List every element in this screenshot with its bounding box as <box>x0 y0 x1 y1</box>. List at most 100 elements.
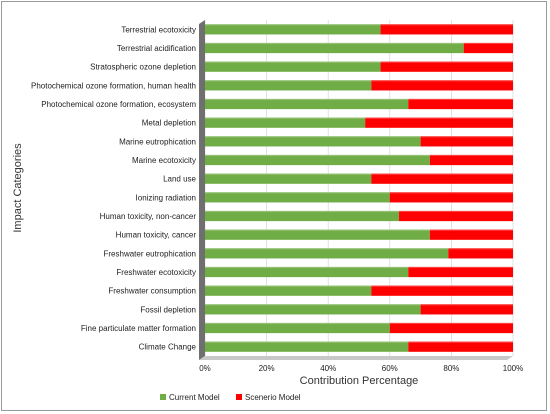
bar-current-model <box>205 192 390 203</box>
plot-background <box>205 20 513 356</box>
bar-highlight <box>205 61 381 63</box>
bar-highlight <box>205 42 464 45</box>
legend-swatch <box>236 394 242 400</box>
bar-highlight <box>389 322 513 325</box>
bar-scenerio-model <box>371 285 513 296</box>
bar-current-model <box>205 80 372 91</box>
bar-current-model <box>205 98 409 110</box>
bar-highlight <box>205 248 449 250</box>
bar-highlight <box>205 341 409 343</box>
bar-highlight <box>380 61 513 63</box>
x-tick-label: 20% <box>259 364 275 373</box>
bar-highlight <box>463 42 513 45</box>
bar-highlight <box>408 98 513 101</box>
bar-highlight <box>205 154 430 157</box>
category-label: Photochemical ozone formation, human hea… <box>31 81 196 90</box>
bar-highlight <box>205 80 372 82</box>
bar-scenerio-model <box>463 42 513 54</box>
axis-floor <box>199 356 513 360</box>
bar-highlight <box>371 80 513 82</box>
bar-highlight <box>205 117 366 119</box>
category-label: Fine particulate matter formation <box>81 324 196 333</box>
bar-scenerio-model <box>371 80 513 91</box>
bar-highlight <box>205 98 409 101</box>
category-label: Stratospheric ozone depletion <box>90 63 196 72</box>
category-label: Climate Change <box>139 343 197 352</box>
bar-current-model <box>205 229 430 240</box>
bar-current-model <box>205 285 372 296</box>
bar-current-model <box>205 341 409 352</box>
bar-highlight <box>399 210 513 213</box>
bar-current-model <box>205 210 400 222</box>
category-label: Marine ecotoxicity <box>132 156 196 165</box>
x-tick-label: 60% <box>382 364 398 373</box>
legend: Current Model Scenerio Model <box>160 393 301 402</box>
bar-scenerio-model <box>408 266 513 278</box>
bar-current-model <box>205 173 372 184</box>
category-label: Human toxicity, cancer <box>116 231 197 240</box>
bar-highlight <box>371 173 513 175</box>
category-label: Marine eutrophication <box>119 137 196 146</box>
bar-highlight <box>205 210 400 213</box>
y-axis-title: Impact Categories <box>12 143 24 233</box>
category-label: Fossil depletion <box>140 305 196 314</box>
bar-highlight <box>380 24 513 26</box>
category-label: Freshwater consumption <box>108 287 196 296</box>
category-label: Human toxicity, non-cancer <box>100 212 197 221</box>
bar-scenerio-model <box>380 24 513 35</box>
bar-current-model <box>205 42 464 54</box>
bar-highlight <box>408 266 513 269</box>
bar-current-model <box>205 304 421 315</box>
category-label: Freshwater ecotoxicity <box>116 268 196 277</box>
bar-scenerio-model <box>429 229 513 240</box>
bar-scenerio-model <box>365 117 513 128</box>
category-label: Terrestrial ecotoxicity <box>121 25 196 34</box>
bar-scenerio-model <box>420 304 513 315</box>
bar-current-model <box>205 61 381 72</box>
x-tick-label: 80% <box>443 364 459 373</box>
bar-current-model <box>205 24 381 35</box>
bar-highlight <box>420 136 513 138</box>
gridlines <box>204 20 514 356</box>
bar-highlight <box>205 192 390 194</box>
axis-wall <box>199 20 513 360</box>
bar-highlight <box>429 154 513 157</box>
bar-current-model <box>205 248 449 259</box>
category-label: Photochemical ozone formation, ecosystem <box>41 100 196 109</box>
bar-scenerio-model <box>429 154 513 166</box>
bar-highlight <box>205 285 372 287</box>
category-label: Metal depletion <box>142 119 196 128</box>
category-label: Land use <box>163 175 196 184</box>
bar-current-model <box>205 322 390 334</box>
bar-scenerio-model <box>408 98 513 110</box>
bar-highlight <box>205 136 421 138</box>
bar-highlight <box>205 266 409 269</box>
plot-area <box>205 20 513 356</box>
category-label: Freshwater eutrophication <box>104 249 197 258</box>
bar-highlight <box>365 117 513 119</box>
bar-scenerio-model <box>448 248 513 259</box>
bar-current-model <box>205 266 409 278</box>
bar-current-model <box>205 154 430 166</box>
bar-highlight <box>408 341 513 343</box>
bar-highlight <box>205 322 390 325</box>
legend-label: Scenerio Model <box>245 393 301 402</box>
bar-scenerio-model <box>380 61 513 72</box>
bar-scenerio-model <box>389 322 513 334</box>
bar-highlight <box>205 229 430 231</box>
bar-highlight <box>389 192 513 194</box>
axis-wall-left <box>199 20 205 360</box>
x-tick-label: 100% <box>503 364 523 373</box>
bars <box>205 24 513 352</box>
bar-scenerio-model <box>420 136 513 147</box>
x-axis-title: Contribution Percentage <box>300 375 419 387</box>
bar-highlight <box>205 24 381 26</box>
bar-scenerio-model <box>371 173 513 184</box>
bar-highlight <box>448 248 513 250</box>
legend-swatch <box>160 394 166 400</box>
bar-scenerio-model <box>408 341 513 352</box>
x-tick-label: 40% <box>320 364 336 373</box>
bar-current-model <box>205 136 421 147</box>
category-labels: Terrestrial ecotoxicity Terrestrial acidi… <box>31 25 197 351</box>
legend-label: Current Model <box>169 393 220 402</box>
